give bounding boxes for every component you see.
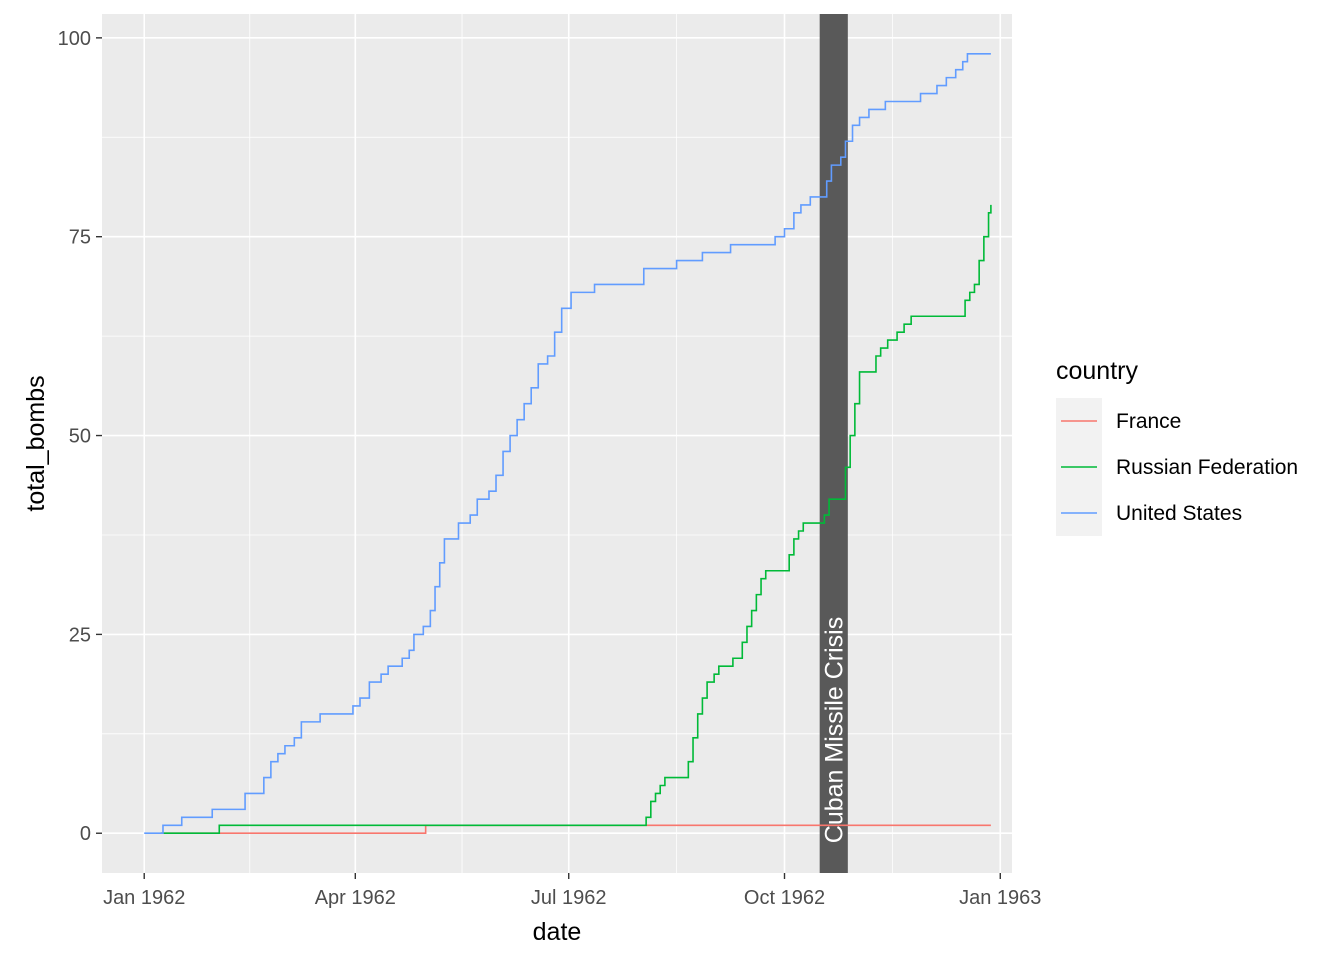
legend-label: United States — [1116, 502, 1242, 525]
x-tick-label: Apr 1962 — [315, 887, 396, 909]
x-axis-title: date — [533, 918, 582, 946]
legend-label: France — [1116, 410, 1181, 433]
series-line-russian-federation — [160, 204, 992, 835]
series-lines — [144, 52, 992, 835]
axes: 0 25 50 75 100 Jan 1962 Apr 1962 Jul 1962 Oct 19… — [22, 28, 1041, 946]
crisis-label: Cuban Missile Crisis — [821, 617, 849, 843]
x-tick-label: Jan 1963 — [959, 887, 1041, 909]
series-line-united-states — [144, 52, 991, 835]
y-tick-label: 100 — [58, 28, 91, 50]
y-tick-label: 50 — [69, 426, 91, 448]
plot-panel — [102, 14, 1012, 873]
x-tick-label: Oct 1962 — [744, 887, 825, 909]
x-tick-label: Jan 1962 — [103, 887, 185, 909]
y-tick-label: 25 — [69, 624, 91, 646]
series-line-france — [160, 824, 991, 835]
y-tick-label: 0 — [80, 823, 91, 845]
gridlines — [102, 14, 1012, 873]
legend-label: Russian Federation — [1116, 456, 1298, 479]
y-axis-title: total_bombs — [22, 375, 50, 511]
annotation-band: Cuban Missile Crisis — [819, 14, 849, 873]
x-tick-label: Jul 1962 — [531, 887, 607, 909]
plot-background — [102, 14, 1012, 873]
y-tick-label: 75 — [69, 227, 91, 249]
legend: country France Russian Federation United St… — [1056, 357, 1298, 536]
legend-title: country — [1056, 357, 1138, 385]
